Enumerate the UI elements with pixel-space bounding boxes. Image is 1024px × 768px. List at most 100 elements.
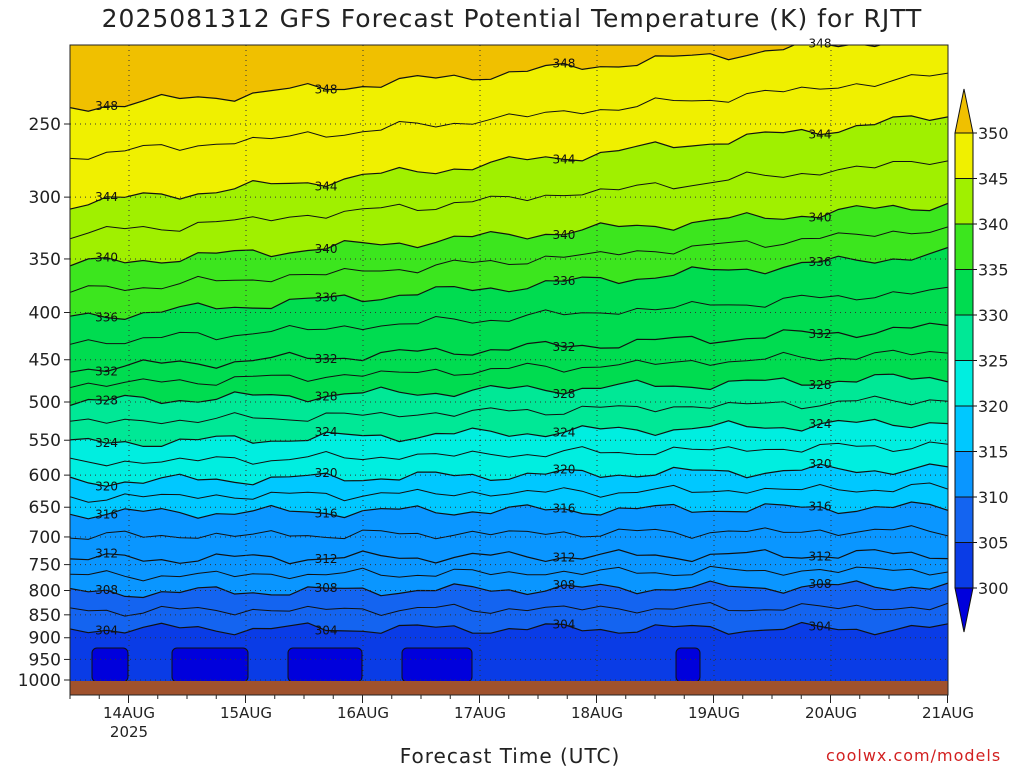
cold-pocket — [287, 647, 363, 683]
colorbar-label: 310 — [978, 488, 1009, 507]
isentrope-line — [70, 286, 948, 345]
theta-band — [70, 115, 948, 266]
isentrope-line — [70, 45, 883, 112]
colorbar-label: 300 — [978, 579, 1009, 598]
contour-label: 348 — [809, 36, 832, 50]
theta-band — [70, 45, 948, 210]
x-axis-label: Forecast Time (UTC) — [399, 744, 621, 768]
contour-label: 304 — [315, 624, 338, 638]
colorbar-label: 325 — [978, 352, 1009, 371]
y-tick-label: 1000 — [18, 671, 61, 691]
x-tick-label: 21AUG — [922, 704, 974, 722]
contour-label: 332 — [315, 352, 338, 366]
colorbar-segment — [954, 496, 974, 543]
colorbar-extend-top — [954, 88, 974, 134]
y-tick-label: 900 — [29, 629, 61, 649]
y-tick-label: 450 — [29, 351, 61, 371]
contour-label: 320 — [552, 463, 575, 477]
isentrope-line — [70, 349, 948, 389]
isentrope-line — [70, 226, 948, 293]
theta-band — [70, 419, 948, 487]
colorbar-label: 305 — [978, 534, 1009, 553]
contour-label: 332 — [552, 340, 575, 354]
source-credit[interactable]: coolwx.com/models — [826, 746, 1002, 765]
cold-pocket — [171, 647, 249, 683]
contour-label: 312 — [315, 552, 338, 566]
theta-band — [70, 323, 948, 406]
theta-band — [70, 502, 948, 564]
colorbar-segment — [954, 360, 974, 407]
colorbar-label: 345 — [978, 170, 1009, 189]
chart-title: 2025081312 GFS Forecast Potential Temper… — [101, 4, 923, 33]
colorbar-segment — [954, 451, 974, 498]
isentrope-line — [70, 246, 948, 321]
contour-label: 328 — [315, 390, 338, 404]
contour-label: 316 — [95, 507, 118, 521]
colorbar-label: 350 — [978, 124, 1009, 143]
isentrope-line — [70, 525, 948, 540]
contour-label: 304 — [95, 623, 118, 637]
contour-label: 332 — [95, 365, 118, 379]
x-tick-label: 16AUG — [337, 704, 389, 722]
y-tick-label: 350 — [29, 250, 61, 270]
contour-label: 340 — [552, 228, 575, 242]
contour-label: 336 — [809, 255, 832, 269]
contour-label: 348 — [315, 83, 338, 97]
contour-label: 348 — [552, 57, 575, 71]
ground-strip — [70, 681, 948, 695]
contour-label: 336 — [552, 274, 575, 288]
cold-pocket — [401, 647, 473, 683]
y-tick-label: 700 — [29, 528, 61, 548]
contour-label: 324 — [809, 417, 832, 431]
contour-label: 320 — [95, 479, 118, 493]
x-tick-label: 18AUG — [571, 704, 623, 722]
y-tick-label: 650 — [29, 498, 61, 518]
isentrope-line — [70, 322, 948, 373]
x-tick-label: 17AUG — [454, 704, 506, 722]
isentrope-line — [70, 115, 948, 210]
theta-band — [70, 464, 948, 519]
isentrope-line — [70, 482, 948, 503]
contour-label: 320 — [809, 457, 832, 471]
contour-label: 316 — [552, 502, 575, 516]
contour-label: 324 — [95, 436, 118, 450]
contour-label: 336 — [95, 311, 118, 325]
colorbar-extend-bottom — [954, 587, 974, 633]
colorbar-segment — [954, 405, 974, 452]
theta-band — [70, 45, 948, 112]
y-tick-label: 850 — [29, 606, 61, 626]
contour-label: 312 — [552, 551, 575, 565]
isentrope-line — [70, 418, 948, 447]
contour-label: 308 — [552, 578, 575, 592]
y-tick-label: 750 — [29, 556, 61, 576]
y-tick-label: 950 — [29, 650, 61, 670]
isentrope-line — [70, 580, 948, 599]
cold-pocket — [91, 647, 129, 683]
isentrope-line — [70, 202, 948, 267]
contour-label: 344 — [95, 190, 118, 204]
contour-label: 328 — [552, 387, 575, 401]
contour-label: 340 — [95, 251, 118, 265]
contour-label: 308 — [95, 583, 118, 597]
cold-pocket — [675, 647, 701, 683]
y-tick-label: 800 — [29, 582, 61, 602]
contour-label: 320 — [315, 466, 338, 480]
isentrope-line — [70, 72, 948, 160]
contour-label: 316 — [315, 507, 338, 521]
colorbar-label: 340 — [978, 215, 1009, 234]
x-tick-label: 15AUG — [220, 704, 272, 722]
contour-label: 304 — [552, 617, 575, 631]
colorbar-segment — [954, 542, 974, 589]
theta-band — [70, 580, 948, 635]
y-tick-label: 600 — [29, 466, 61, 486]
y-tick-label: 500 — [29, 393, 61, 413]
colorbar-segment — [954, 178, 974, 225]
isentrope-line — [70, 565, 948, 582]
isentrope-line — [70, 501, 948, 520]
theta-band — [70, 549, 948, 598]
colorbar-label: 320 — [978, 397, 1009, 416]
contour-label: 316 — [809, 500, 832, 514]
colorbar-segment — [954, 269, 974, 316]
y-tick-label: 400 — [29, 304, 61, 324]
contour-label: 332 — [809, 327, 832, 341]
